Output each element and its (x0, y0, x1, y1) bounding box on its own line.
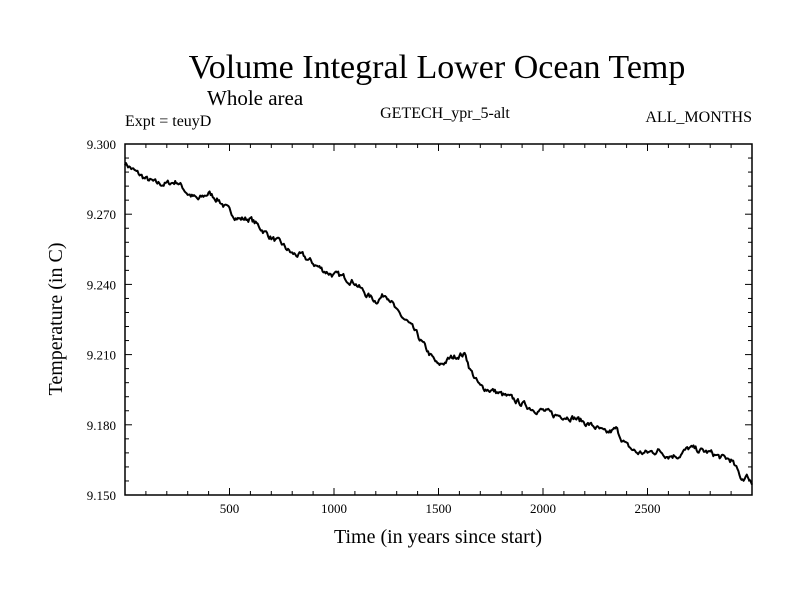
y-tick-label: 9.180 (87, 418, 116, 433)
experiment-label: Expt = teuyD (125, 113, 211, 130)
x-tick-label: 1500 (426, 501, 452, 516)
temperature-series-line (124, 162, 753, 485)
y-tick-label: 9.210 (87, 348, 116, 363)
x-tick-label: 2000 (530, 501, 556, 516)
plot-frame (124, 143, 753, 496)
y-tick-label: 9.240 (87, 277, 116, 292)
x-tick-label: 1000 (321, 501, 347, 516)
y-tick-labels: 9.150 9.180 9.210 9.240 9.270 9.300 (87, 137, 116, 503)
axis-ticks (125, 144, 752, 495)
run-label: GETECH_ypr_5-alt (380, 105, 510, 122)
y-tick-label: 9.270 (87, 207, 116, 222)
x-tick-labels: 500 1000 1500 2000 2500 (220, 501, 661, 516)
x-tick-label: 500 (220, 501, 240, 516)
y-tick-label: 9.150 (87, 488, 116, 503)
chart-subtitle: Whole area (207, 86, 304, 110)
x-tick-label: 2500 (635, 501, 661, 516)
months-label: ALL_MONTHS (645, 109, 752, 126)
y-axis-label: Temperature (in C) (45, 243, 67, 396)
x-axis-label: Time (in years since start) (334, 526, 542, 548)
y-tick-label: 9.300 (87, 137, 116, 152)
chart-title: Volume Integral Lower Ocean Temp (189, 49, 686, 86)
